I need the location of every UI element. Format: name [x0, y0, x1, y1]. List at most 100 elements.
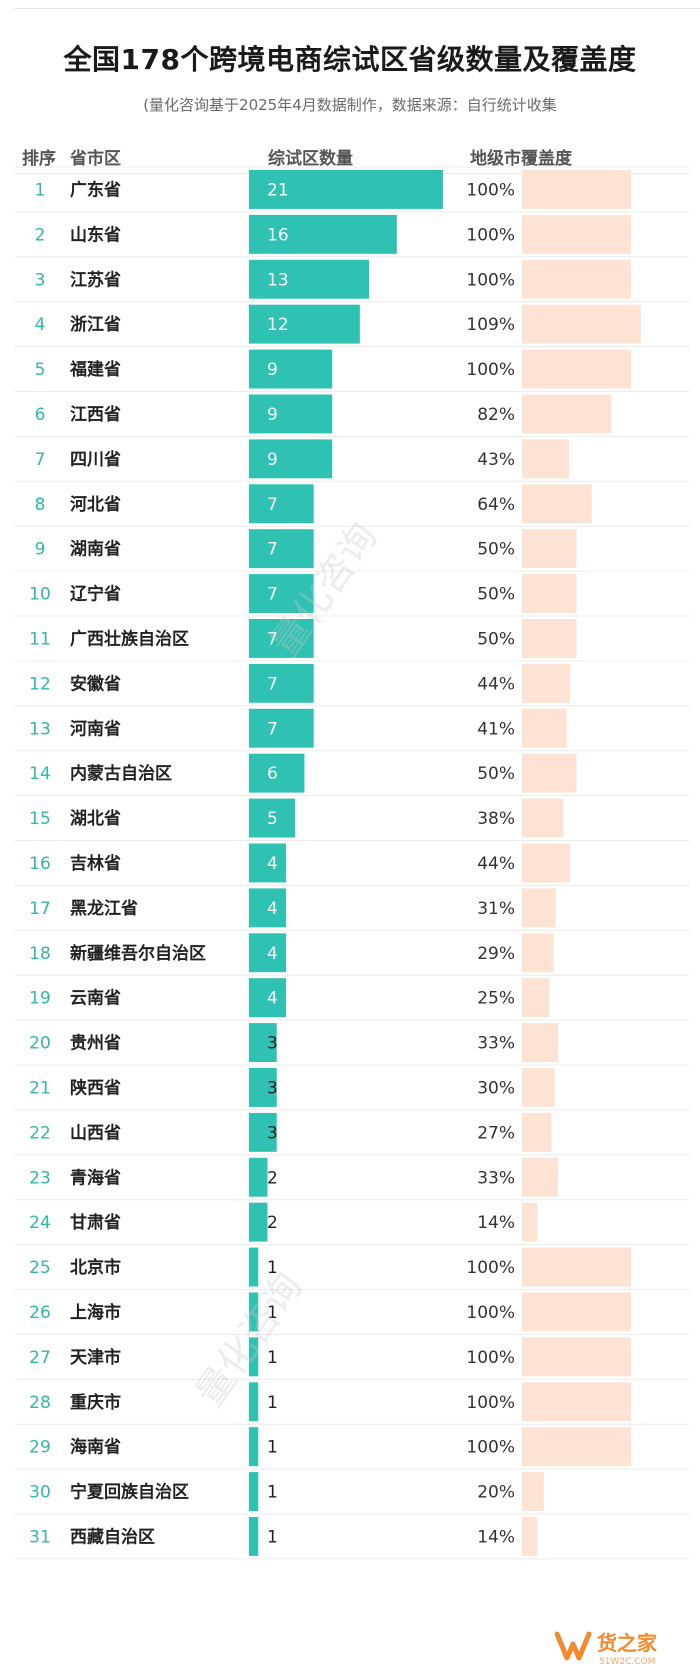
coverage-bar: [522, 1247, 631, 1287]
rank-label: 7: [35, 450, 46, 470]
region-label: 贵州省: [70, 1033, 121, 1054]
coverage-label: 38%: [477, 809, 515, 829]
region-label: 甘肃省: [70, 1212, 121, 1233]
coverage-bar: [522, 1202, 538, 1242]
count-label: 5: [267, 809, 278, 829]
region-label: 广东省: [70, 179, 121, 200]
rank-label: 15: [29, 809, 51, 829]
rank-label: 23: [29, 1168, 51, 1188]
rank-label: 26: [29, 1303, 51, 1323]
coverage-label: 100%: [466, 1258, 515, 1278]
coverage-label: 50%: [477, 540, 515, 560]
rank-label: 28: [29, 1393, 51, 1413]
region-label: 吉林省: [70, 853, 121, 874]
rank-label: 3: [35, 270, 46, 290]
coverage-bar: [522, 439, 569, 479]
region-label: 河北省: [70, 494, 121, 515]
count-label: 7: [267, 585, 278, 605]
count-label: 13: [267, 270, 289, 290]
coverage-label: 31%: [477, 899, 515, 919]
coverage-label: 100%: [466, 180, 515, 200]
count-bar: [249, 394, 333, 434]
coverage-label: 100%: [466, 360, 515, 380]
rank-label: 22: [29, 1123, 51, 1143]
count-label: 9: [267, 360, 278, 380]
count-label: 1: [267, 1348, 278, 1368]
coverage-label: 25%: [477, 989, 515, 1009]
coverage-bar: [522, 978, 550, 1018]
count-bar: [249, 214, 397, 254]
rank-label: 20: [29, 1034, 51, 1054]
coverage-label: 44%: [477, 674, 515, 694]
coverage-bar: [522, 304, 641, 344]
count-bar: [249, 1157, 268, 1197]
coverage-label: 14%: [477, 1527, 515, 1547]
rank-label: 8: [35, 495, 46, 515]
rank-label: 4: [35, 315, 46, 335]
coverage-label: 43%: [477, 450, 515, 470]
coverage-bar: [522, 1382, 631, 1422]
rank-label: 24: [29, 1213, 51, 1233]
count-label: 3: [267, 1034, 278, 1054]
coverage-bar: [522, 574, 577, 613]
rank-label: 11: [29, 629, 51, 649]
coverage-label: 33%: [477, 1034, 515, 1054]
rank-label: 10: [29, 585, 51, 605]
count-bar: [249, 978, 286, 1018]
region-label: 西藏自治区: [70, 1526, 155, 1547]
count-bar: [249, 1202, 268, 1242]
count-label: 4: [267, 854, 278, 874]
count-bar: [249, 1472, 259, 1511]
coverage-label: 100%: [466, 270, 515, 290]
count-label: 7: [267, 719, 278, 739]
count-bar: [249, 1247, 259, 1287]
region-label: 山西省: [70, 1122, 121, 1143]
count-label: 1: [267, 1527, 278, 1547]
region-label: 江西省: [70, 404, 121, 425]
region-label: 陕西省: [70, 1077, 121, 1098]
count-bar: [249, 349, 333, 389]
count-label: 7: [267, 540, 278, 560]
count-label: 1: [267, 1483, 278, 1503]
coverage-label: 82%: [477, 405, 515, 425]
coverage-bar: [522, 1157, 558, 1197]
header-count: 综试区数量: [268, 149, 353, 169]
coverage-bar: [522, 1427, 631, 1467]
coverage-bar: [522, 1472, 544, 1511]
rank-label: 18: [29, 944, 51, 964]
coverage-label: 27%: [477, 1123, 515, 1143]
coverage-label: 109%: [466, 315, 515, 335]
region-label: 广西壮族自治区: [70, 628, 189, 649]
coverage-label: 100%: [466, 1438, 515, 1458]
top-divider: [14, 8, 700, 9]
coverage-bar: [522, 1023, 558, 1062]
region-label: 黑龙江省: [70, 898, 138, 919]
coverage-label: 50%: [477, 764, 515, 784]
rank-label: 1: [35, 180, 46, 200]
coverage-label: 41%: [477, 719, 515, 739]
count-label: 2: [267, 1213, 278, 1233]
count-bar: [249, 1382, 259, 1422]
coverage-label: 14%: [477, 1213, 515, 1233]
rank-label: 27: [29, 1348, 51, 1368]
region-label: 山东省: [70, 224, 121, 245]
coverage-bar: [522, 394, 612, 434]
count-label: 2: [267, 1168, 278, 1188]
count-label: 1: [267, 1438, 278, 1458]
coverage-label: 50%: [477, 629, 515, 649]
rank-label: 30: [29, 1483, 51, 1503]
region-label: 海南省: [70, 1437, 121, 1458]
count-label: 1: [267, 1393, 278, 1413]
count-label: 3: [267, 1123, 278, 1143]
coverage-label: 100%: [466, 1348, 515, 1368]
coverage-label: 64%: [477, 495, 515, 515]
count-bar: [249, 1292, 259, 1332]
count-label: 16: [267, 225, 289, 245]
coverage-bar: [522, 170, 631, 209]
region-label: 福建省: [69, 359, 121, 380]
rank-label: 14: [29, 764, 51, 784]
region-label: 青海省: [70, 1167, 121, 1188]
count-label: 12: [267, 315, 289, 335]
count-bar: [249, 574, 314, 613]
coverage-bar: [522, 1517, 538, 1556]
